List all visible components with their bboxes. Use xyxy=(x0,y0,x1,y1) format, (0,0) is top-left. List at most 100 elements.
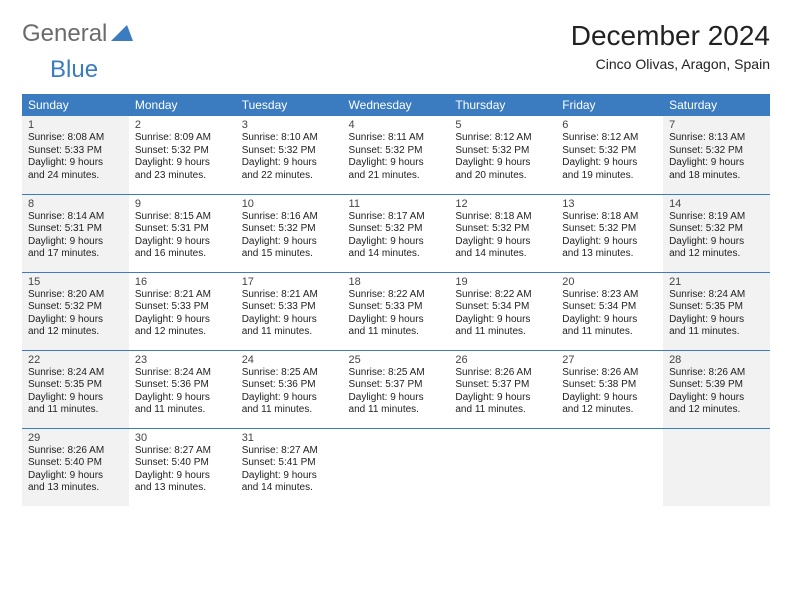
calendar-cell: 7Sunrise: 8:13 AMSunset: 5:32 PMDaylight… xyxy=(663,116,770,194)
daylight-text-2: and 11 minutes. xyxy=(28,404,123,417)
calendar-cell: 13Sunrise: 8:18 AMSunset: 5:32 PMDayligh… xyxy=(556,194,663,272)
daylight-text: Daylight: 9 hours xyxy=(349,314,444,327)
daylight-text-2: and 11 minutes. xyxy=(242,404,337,417)
daylight-text: Daylight: 9 hours xyxy=(242,314,337,327)
calendar-cell: 16Sunrise: 8:21 AMSunset: 5:33 PMDayligh… xyxy=(129,272,236,350)
day-number: 1 xyxy=(28,119,123,131)
daylight-text-2: and 17 minutes. xyxy=(28,248,123,261)
daylight-text: Daylight: 9 hours xyxy=(562,392,657,405)
daylight-text: Daylight: 9 hours xyxy=(28,470,123,483)
daylight-text: Daylight: 9 hours xyxy=(135,470,230,483)
calendar-cell: 20Sunrise: 8:23 AMSunset: 5:34 PMDayligh… xyxy=(556,272,663,350)
calendar-cell: 30Sunrise: 8:27 AMSunset: 5:40 PMDayligh… xyxy=(129,428,236,506)
day-number: 12 xyxy=(455,198,550,210)
daylight-text-2: and 19 minutes. xyxy=(562,170,657,183)
daylight-text-2: and 11 minutes. xyxy=(135,404,230,417)
sunset-text: Sunset: 5:32 PM xyxy=(455,223,550,236)
sunrise-text: Sunrise: 8:26 AM xyxy=(669,367,764,380)
sunset-text: Sunset: 5:39 PM xyxy=(669,379,764,392)
calendar-cell: 15Sunrise: 8:20 AMSunset: 5:32 PMDayligh… xyxy=(22,272,129,350)
daylight-text: Daylight: 9 hours xyxy=(135,157,230,170)
sunset-text: Sunset: 5:32 PM xyxy=(242,145,337,158)
day-number: 17 xyxy=(242,276,337,288)
brand-text-general: General xyxy=(22,20,107,48)
day-number: 4 xyxy=(349,119,444,131)
calendar-cell: 9Sunrise: 8:15 AMSunset: 5:31 PMDaylight… xyxy=(129,194,236,272)
day-header: Tuesday xyxy=(236,94,343,116)
sunset-text: Sunset: 5:32 PM xyxy=(562,145,657,158)
daylight-text-2: and 11 minutes. xyxy=(562,326,657,339)
sunrise-text: Sunrise: 8:22 AM xyxy=(455,289,550,302)
daylight-text: Daylight: 9 hours xyxy=(135,236,230,249)
brand-text-blue: Blue xyxy=(50,56,98,83)
day-number: 19 xyxy=(455,276,550,288)
brand-triangle-icon xyxy=(111,23,133,46)
sunrise-text: Sunrise: 8:18 AM xyxy=(562,211,657,224)
sunrise-text: Sunrise: 8:26 AM xyxy=(28,445,123,458)
calendar-cell: 14Sunrise: 8:19 AMSunset: 5:32 PMDayligh… xyxy=(663,194,770,272)
sunrise-text: Sunrise: 8:21 AM xyxy=(135,289,230,302)
day-number: 5 xyxy=(455,119,550,131)
sunrise-text: Sunrise: 8:09 AM xyxy=(135,132,230,145)
day-header: Thursday xyxy=(449,94,556,116)
daylight-text: Daylight: 9 hours xyxy=(28,314,123,327)
day-number: 15 xyxy=(28,276,123,288)
calendar-week-row: 22Sunrise: 8:24 AMSunset: 5:35 PMDayligh… xyxy=(22,350,770,428)
sunrise-text: Sunrise: 8:24 AM xyxy=(28,367,123,380)
calendar-cell: 23Sunrise: 8:24 AMSunset: 5:36 PMDayligh… xyxy=(129,350,236,428)
sunset-text: Sunset: 5:32 PM xyxy=(669,145,764,158)
daylight-text: Daylight: 9 hours xyxy=(669,392,764,405)
day-number: 21 xyxy=(669,276,764,288)
daylight-text: Daylight: 9 hours xyxy=(562,157,657,170)
daylight-text: Daylight: 9 hours xyxy=(242,392,337,405)
daylight-text-2: and 16 minutes. xyxy=(135,248,230,261)
calendar-cell: 4Sunrise: 8:11 AMSunset: 5:32 PMDaylight… xyxy=(343,116,450,194)
sunset-text: Sunset: 5:38 PM xyxy=(562,379,657,392)
daylight-text: Daylight: 9 hours xyxy=(242,470,337,483)
daylight-text-2: and 11 minutes. xyxy=(349,326,444,339)
day-number: 10 xyxy=(242,198,337,210)
sunrise-text: Sunrise: 8:26 AM xyxy=(455,367,550,380)
day-header: Sunday xyxy=(22,94,129,116)
daylight-text-2: and 11 minutes. xyxy=(669,326,764,339)
daylight-text-2: and 12 minutes. xyxy=(562,404,657,417)
day-number: 31 xyxy=(242,432,337,444)
daylight-text: Daylight: 9 hours xyxy=(28,157,123,170)
day-number: 20 xyxy=(562,276,657,288)
day-number: 9 xyxy=(135,198,230,210)
daylight-text-2: and 13 minutes. xyxy=(562,248,657,261)
day-number: 28 xyxy=(669,354,764,366)
sunset-text: Sunset: 5:41 PM xyxy=(242,457,337,470)
sunset-text: Sunset: 5:31 PM xyxy=(135,223,230,236)
calendar-cell: 29Sunrise: 8:26 AMSunset: 5:40 PMDayligh… xyxy=(22,428,129,506)
month-title: December 2024 xyxy=(571,20,770,52)
day-header-row: SundayMondayTuesdayWednesdayThursdayFrid… xyxy=(22,94,770,116)
daylight-text-2: and 21 minutes. xyxy=(349,170,444,183)
daylight-text-2: and 12 minutes. xyxy=(28,326,123,339)
sunset-text: Sunset: 5:36 PM xyxy=(135,379,230,392)
daylight-text-2: and 20 minutes. xyxy=(455,170,550,183)
sunrise-text: Sunrise: 8:25 AM xyxy=(242,367,337,380)
sunrise-text: Sunrise: 8:08 AM xyxy=(28,132,123,145)
daylight-text: Daylight: 9 hours xyxy=(349,157,444,170)
sunset-text: Sunset: 5:32 PM xyxy=(135,145,230,158)
calendar-week-row: 1Sunrise: 8:08 AMSunset: 5:33 PMDaylight… xyxy=(22,116,770,194)
daylight-text-2: and 12 minutes. xyxy=(669,248,764,261)
day-number: 13 xyxy=(562,198,657,210)
day-number: 7 xyxy=(669,119,764,131)
daylight-text: Daylight: 9 hours xyxy=(669,157,764,170)
sunrise-text: Sunrise: 8:21 AM xyxy=(242,289,337,302)
daylight-text: Daylight: 9 hours xyxy=(455,392,550,405)
daylight-text: Daylight: 9 hours xyxy=(242,157,337,170)
sunset-text: Sunset: 5:33 PM xyxy=(349,301,444,314)
sunrise-text: Sunrise: 8:13 AM xyxy=(669,132,764,145)
calendar-cell: 26Sunrise: 8:26 AMSunset: 5:37 PMDayligh… xyxy=(449,350,556,428)
daylight-text: Daylight: 9 hours xyxy=(455,236,550,249)
sunrise-text: Sunrise: 8:19 AM xyxy=(669,211,764,224)
sunset-text: Sunset: 5:35 PM xyxy=(28,379,123,392)
sunrise-text: Sunrise: 8:16 AM xyxy=(242,211,337,224)
calendar-cell: 24Sunrise: 8:25 AMSunset: 5:36 PMDayligh… xyxy=(236,350,343,428)
sunset-text: Sunset: 5:32 PM xyxy=(669,223,764,236)
daylight-text: Daylight: 9 hours xyxy=(669,236,764,249)
calendar-cell: 5Sunrise: 8:12 AMSunset: 5:32 PMDaylight… xyxy=(449,116,556,194)
